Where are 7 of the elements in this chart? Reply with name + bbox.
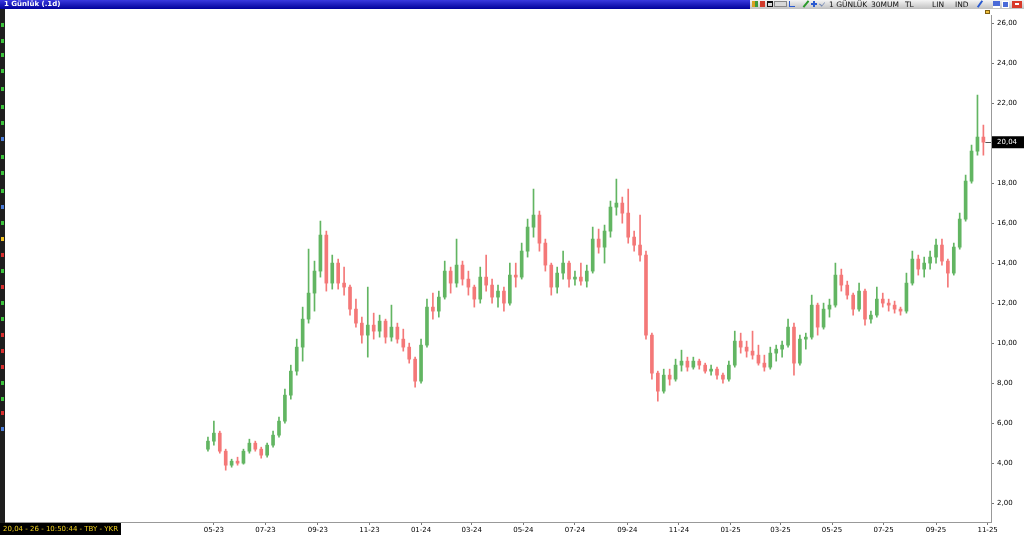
candlestick — [431, 292, 435, 320]
candlestick — [579, 262, 583, 286]
candlestick — [371, 312, 376, 340]
candlestick — [342, 266, 346, 296]
candlestick — [638, 214, 642, 262]
candlestick — [365, 286, 370, 358]
candlestick — [484, 254, 488, 292]
